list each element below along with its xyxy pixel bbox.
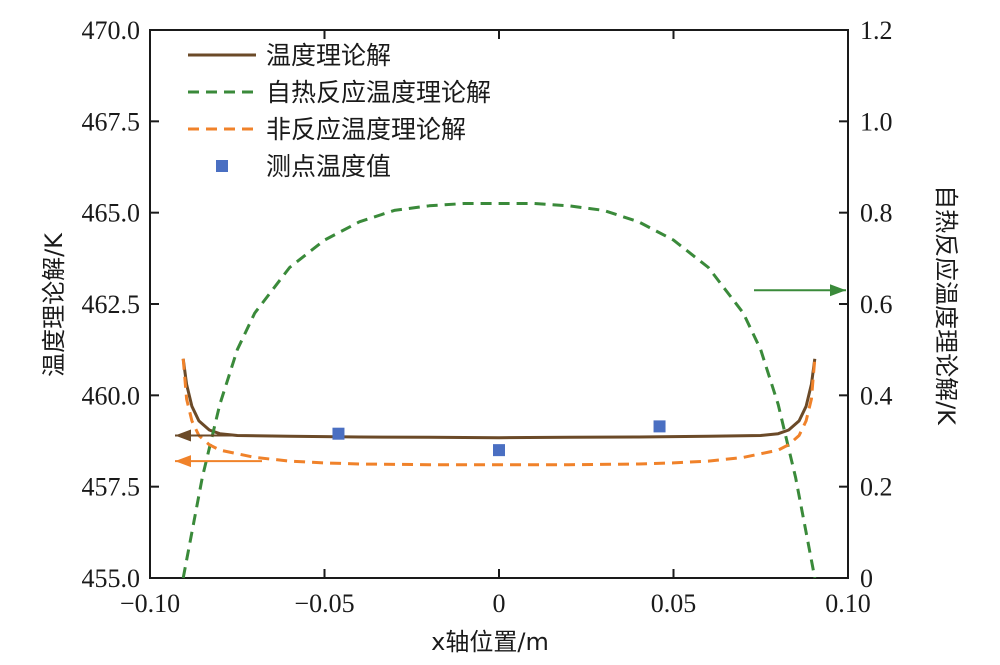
plot-border [149,29,849,579]
x-tick-label: 0.10 [825,589,871,618]
data-point-measured [493,444,505,457]
plot-frame [149,29,849,579]
y-left-axis-title: 温度理论解/K [40,232,68,377]
tick-layer: −0.10 −0.05 0 0.05 0.10 455.0 457.5 460.0 462.5 4… [82,16,893,618]
y-left-tick-label: 467.5 [82,107,141,136]
legend-label: 非反应温度理论解 [266,115,466,144]
y-right-tick-label: 0.6 [860,290,893,319]
x-tick-label: −0.10 [120,589,180,618]
data-point-measured [332,427,345,440]
y-right-tick-label: 1.2 [860,16,893,45]
arrow-to-left-axis-orange-head [175,455,191,468]
series-line-0 [181,358,817,440]
y-right-tick-label: 1.0 [860,107,893,136]
y-left-tick-label: 462.5 [82,290,141,319]
y-right-axis-title: 自热反应温度理论解/K [932,185,960,426]
y-right-tick-label: 0 [860,564,873,593]
y-left-tick-label: 465.0 [82,199,141,228]
y-left-tick-label: 455.0 [82,564,141,593]
x-axis-title: x轴位置/m [431,628,549,656]
x-tick-label: 0 [493,589,506,618]
legend-label: 温度理论解 [266,41,391,70]
arrow-to-right-axis-head [830,284,846,297]
legend-label: 自热反应温度理论解 [266,78,491,107]
x-tick-label: 0.05 [651,589,697,618]
series-line-1 [181,202,817,579]
x-tick-label: −0.05 [294,589,354,618]
series-line-2 [181,358,817,467]
arrow-to-left-axis-brown-head [175,429,191,442]
y-right-tick-label: 0.4 [860,381,893,410]
y-left-tick-label: 460.0 [82,381,141,410]
series-layer [181,202,817,579]
annotation-layer [175,284,846,468]
legend-label: 测点温度值 [266,152,391,181]
y-left-tick-label: 470.0 [82,16,141,45]
data-point-measured [653,420,666,433]
y-left-tick-label: 457.5 [82,473,141,502]
y-right-tick-label: 0.2 [860,473,893,502]
legend-marker [216,160,228,172]
y-right-tick-label: 0.8 [860,199,893,228]
